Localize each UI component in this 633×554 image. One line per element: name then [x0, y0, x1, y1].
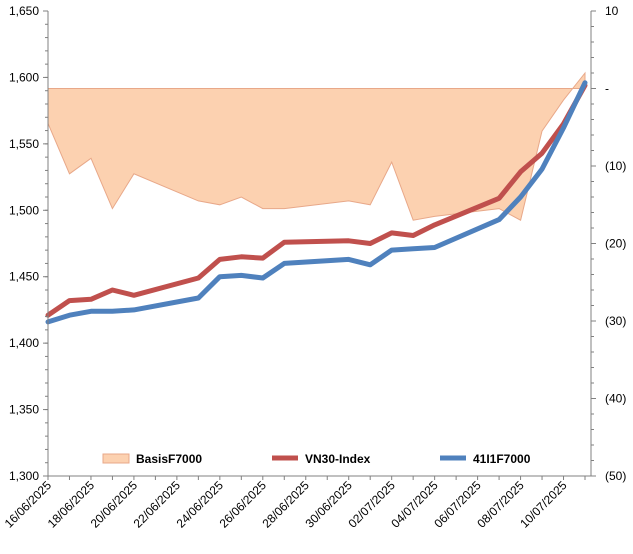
- right-tick-label: (40): [605, 392, 626, 406]
- vn30-line: [45, 82, 588, 318]
- right-tick-label: (20): [605, 237, 626, 251]
- right-tick-label: -: [605, 82, 609, 96]
- legend-label-basis: BasisF7000: [136, 452, 202, 466]
- left-tick-label: 1,400: [9, 336, 39, 350]
- basis-area: [47, 71, 586, 221]
- left-tick-label: 1,500: [9, 203, 39, 217]
- basis-area-layer: [47, 71, 586, 221]
- left-tick-label: 1,600: [9, 70, 39, 84]
- legend-swatch-basis: [102, 453, 130, 464]
- legend-label-41i1f: 41I1F7000: [473, 452, 531, 466]
- x-tick-label: 10/07/2025: [517, 478, 570, 531]
- left-tick-label: 1,300: [9, 469, 39, 483]
- legend: BasisF7000 VN30-Index 41I1F7000: [102, 452, 531, 466]
- right-tick-label: (10): [605, 159, 626, 173]
- left-tick-label: 1,550: [9, 137, 39, 151]
- right-tick-label: (50): [605, 469, 626, 483]
- line-series-layer: [45, 80, 588, 325]
- legend-label-vn30: VN30-Index: [305, 452, 371, 466]
- 41i1f7000-line: [45, 80, 588, 325]
- right-tick-label: (30): [605, 314, 626, 328]
- left-tick-label: 1,350: [9, 403, 39, 417]
- right-tick-label: 10: [605, 4, 619, 18]
- left-tick-label: 1,450: [9, 270, 39, 284]
- left-tick-label: 1,650: [9, 4, 39, 18]
